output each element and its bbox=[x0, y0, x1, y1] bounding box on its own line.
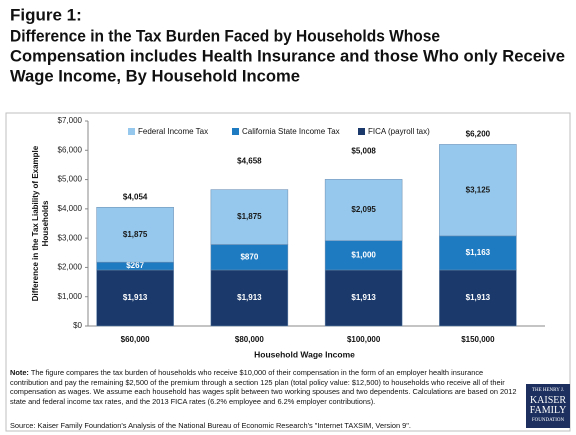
chart-title: Wage Income, By Household Income bbox=[10, 66, 300, 85]
bar-segment bbox=[210, 189, 289, 245]
value-label: $1,913 bbox=[466, 293, 491, 302]
logo-text: KAISER bbox=[529, 395, 567, 406]
x-tick-label: $60,000 bbox=[121, 335, 150, 344]
bar-segment bbox=[439, 235, 517, 271]
y-tick-label: $3,000 bbox=[58, 233, 83, 242]
legend-swatch bbox=[358, 128, 365, 135]
note-label: Note: bbox=[10, 368, 29, 377]
legend-label: California State Income Tax bbox=[242, 127, 340, 136]
y-tick-label: $0 bbox=[73, 321, 82, 330]
logo-text: FAMILY bbox=[529, 405, 567, 416]
bar-segment bbox=[324, 240, 403, 271]
bar-segment bbox=[439, 144, 517, 237]
bar-segment bbox=[439, 269, 517, 327]
logo: THE HENRY J. KAISER FAMILY FOUNDATION bbox=[526, 384, 570, 428]
y-tick-label: $7,000 bbox=[58, 116, 83, 125]
x-tick-label: $100,000 bbox=[347, 335, 381, 344]
x-tick-label: $150,000 bbox=[461, 335, 495, 344]
logo-text: FOUNDATION bbox=[531, 418, 565, 423]
y-tick-label: $1,000 bbox=[58, 292, 83, 301]
value-label: $1,913 bbox=[123, 293, 148, 302]
logo-text: THE HENRY J. bbox=[531, 388, 565, 393]
y-tick-label: $5,000 bbox=[58, 175, 83, 184]
note: Note: The figure compares the tax burden… bbox=[10, 368, 518, 406]
total-label: $4,054 bbox=[123, 192, 148, 201]
bar-segment bbox=[96, 269, 174, 327]
legend-swatch bbox=[128, 128, 135, 135]
value-label: $1,163 bbox=[466, 248, 491, 257]
value-label: $3,125 bbox=[466, 185, 491, 194]
bar-segment bbox=[324, 179, 403, 241]
legend-label: Federal Income Tax bbox=[138, 127, 208, 136]
y-axis-label: Difference in the Tax Liability of Examp… bbox=[31, 145, 40, 301]
total-label: $6,200 bbox=[466, 130, 491, 139]
note-text: The figure compares the tax burden of ho… bbox=[10, 368, 517, 406]
value-label: $1,913 bbox=[237, 293, 262, 302]
total-label: $5,008 bbox=[351, 146, 376, 155]
y-tick-label: $2,000 bbox=[58, 263, 83, 272]
source: Source: Kaiser Family Foundation's Analy… bbox=[10, 421, 411, 430]
figure-label: Figure 1: bbox=[10, 5, 82, 24]
value-label: $1,000 bbox=[351, 250, 376, 259]
bar-segment bbox=[96, 206, 174, 263]
bar-segment bbox=[210, 269, 289, 327]
value-label: $870 bbox=[240, 252, 258, 261]
total-label: $4,658 bbox=[237, 157, 262, 166]
value-label: $267 bbox=[126, 261, 144, 270]
bar-segment bbox=[210, 244, 289, 271]
x-tick-label: $80,000 bbox=[235, 335, 264, 344]
chart-title: Compensation includes Health Insurance a… bbox=[10, 46, 565, 65]
legend-swatch bbox=[232, 128, 239, 135]
value-label: $1,913 bbox=[351, 293, 376, 302]
value-label: $1,875 bbox=[123, 230, 148, 239]
y-tick-label: $4,000 bbox=[58, 204, 83, 213]
legend-label: FICA (payroll tax) bbox=[368, 127, 430, 136]
bar-segment bbox=[324, 269, 403, 327]
value-label: $2,095 bbox=[351, 205, 376, 214]
chart-frame bbox=[5, 112, 571, 432]
value-label: $1,875 bbox=[237, 212, 262, 221]
x-axis-label: Household Wage Income bbox=[254, 349, 355, 359]
chart-title: Difference in the Tax Burden Faced by Ho… bbox=[10, 26, 440, 45]
y-tick-label: $6,000 bbox=[58, 145, 83, 154]
y-axis-label: Households bbox=[41, 200, 50, 246]
